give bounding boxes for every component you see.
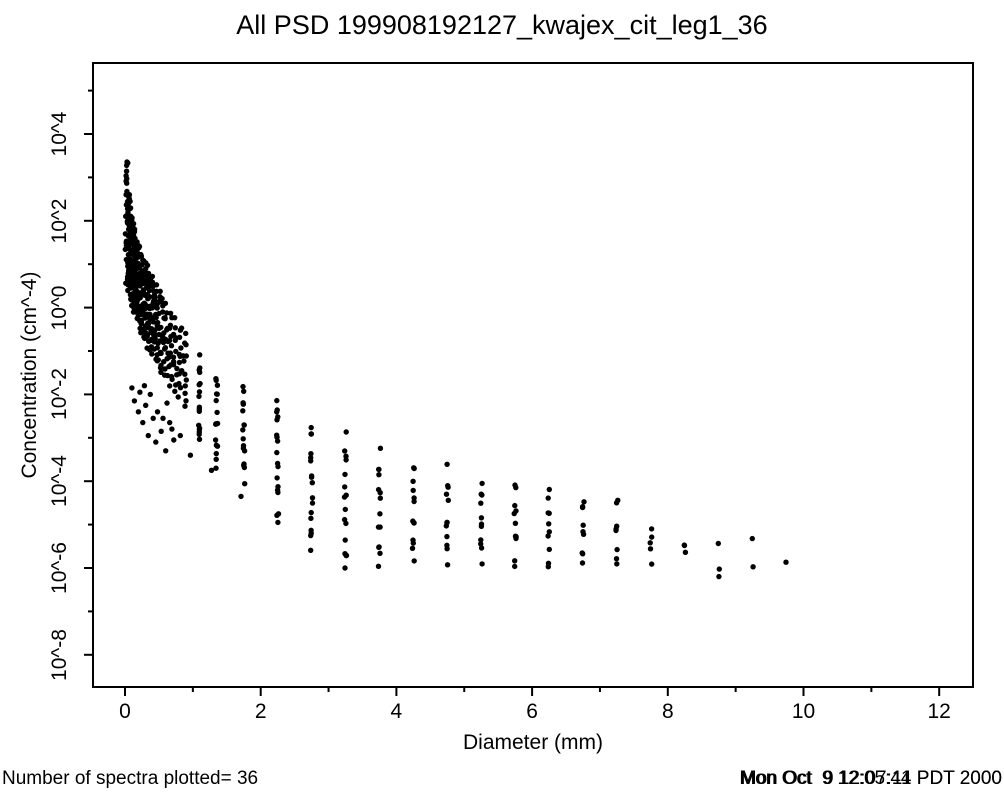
axis-ticks <box>84 89 941 696</box>
timestamp-overprint-b: Mon Oct 9 12:07:11 PDT 2000 <box>740 768 1002 789</box>
chart-title: All PSD 199908192127_kwajex_cit_leg1_36 <box>236 10 768 40</box>
x-tick-label: 6 <box>526 700 538 723</box>
timestamp-overprint-a: Mon Oct 9 12:05:44 PDT 2000 <box>739 768 1002 789</box>
spectra-count-text: Number of spectra plotted= 36 <box>2 768 259 789</box>
y-tick-label: 10^-6 <box>48 542 71 594</box>
y-tick-label: 10^0 <box>48 285 71 331</box>
y-tick-label: 10^4 <box>48 111 71 157</box>
x-tick-label: 4 <box>390 700 403 723</box>
x-tick-label: 0 <box>119 700 131 723</box>
y-tick-label: 10^-4 <box>48 455 71 508</box>
plot-frame <box>92 62 974 688</box>
x-tick-label: 12 <box>927 700 951 723</box>
x-axis-label: Diameter (mm) <box>463 731 603 754</box>
y-tick-label: 10^-8 <box>48 628 71 681</box>
x-tick-label: 8 <box>661 700 674 723</box>
scatter-points <box>122 159 789 580</box>
x-tick-label: 10 <box>791 700 816 723</box>
y-tick-label: 10^-2 <box>48 368 71 421</box>
y-axis-label: Concentration (cm^-4) <box>18 271 41 479</box>
y-tick-label: 10^2 <box>48 198 71 244</box>
x-tick-label: 2 <box>254 700 267 723</box>
